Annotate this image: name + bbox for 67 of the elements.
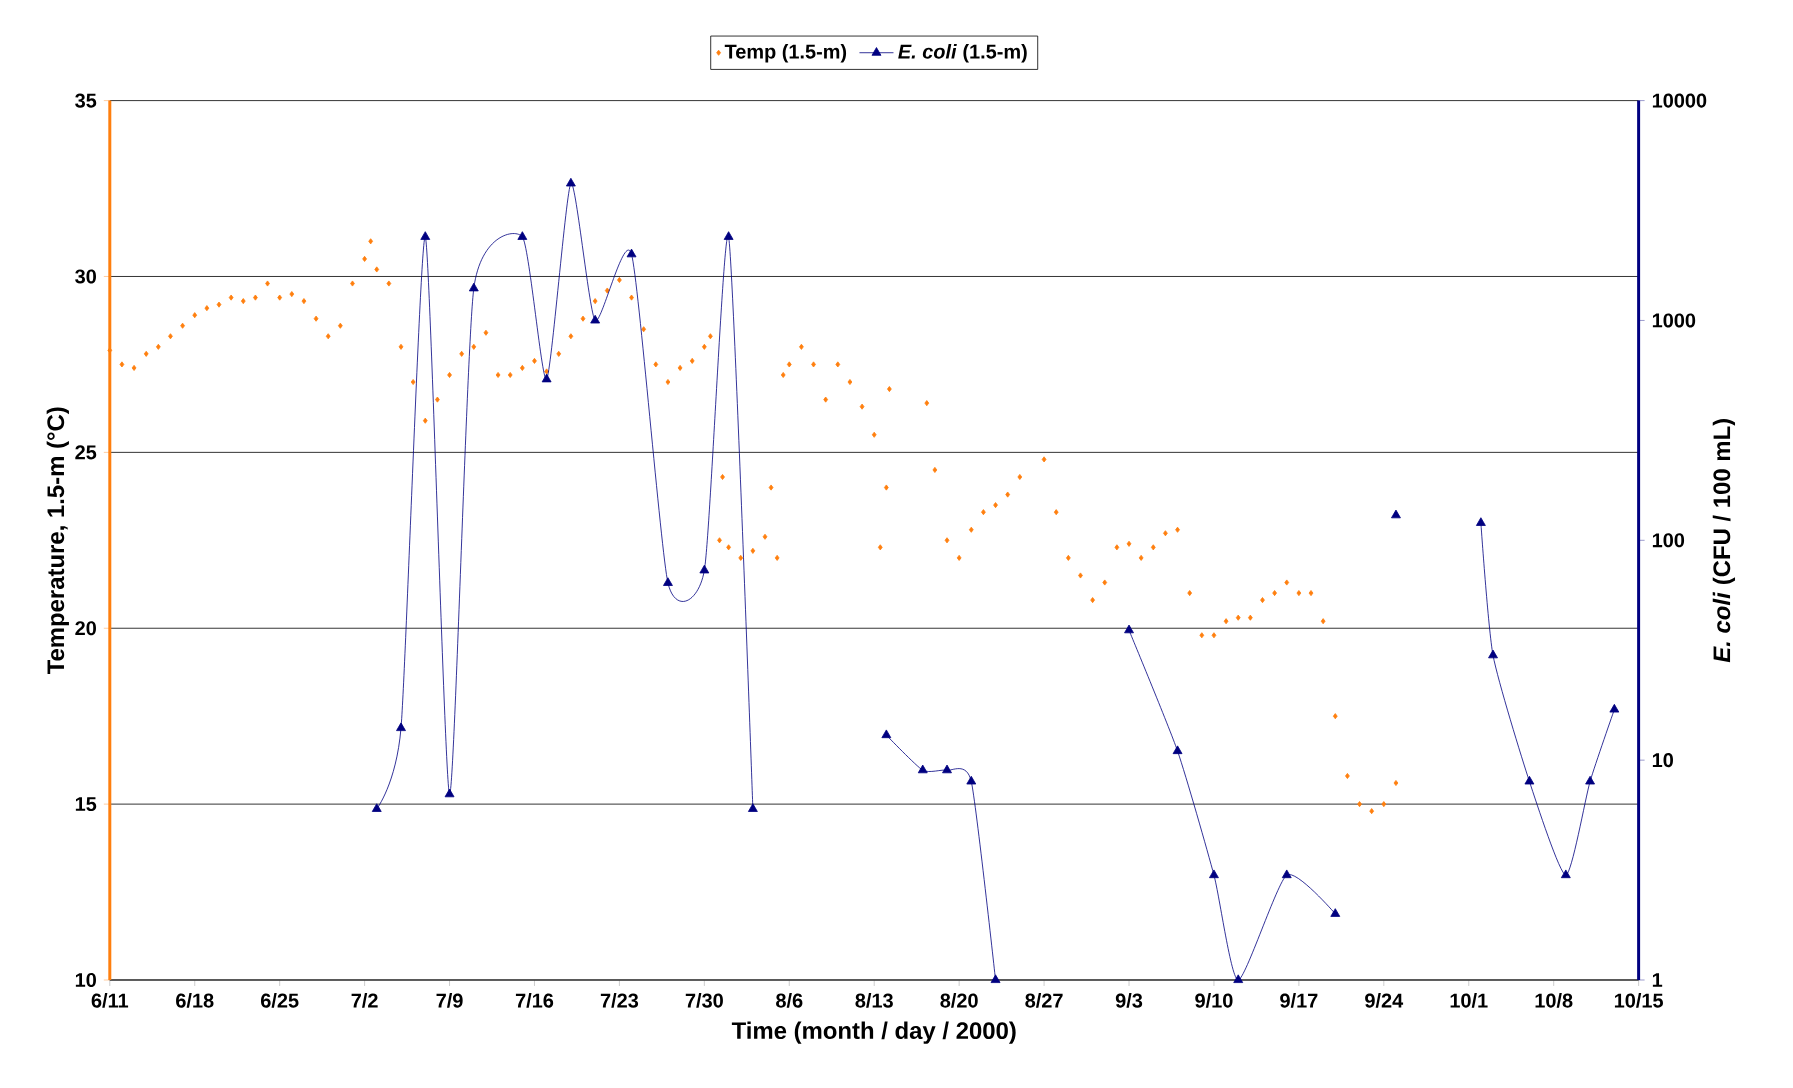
x-tick-label: 8/13 — [855, 993, 893, 1008]
x-tick-label: 10/1 — [1450, 993, 1488, 1008]
x-tick-label: 7/2 — [351, 993, 378, 1008]
point — [1585, 775, 1595, 785]
point — [1233, 974, 1244, 983]
x-tick-label: 10/15 — [1614, 993, 1663, 1008]
point — [966, 775, 977, 785]
point — [942, 764, 952, 774]
y-tick-label: 30 — [75, 269, 96, 284]
x-tick-label: 6/25 — [261, 993, 299, 1008]
y2-tick-label: 10000 — [1652, 93, 1707, 108]
point — [1391, 509, 1401, 519]
x-axis-title: Time (month / day / 2000) — [731, 1021, 1016, 1044]
x-tick-label: 6/18 — [176, 993, 214, 1008]
y-axis-title: Temperature, 1.5-m (°C) — [46, 407, 69, 675]
point — [723, 231, 734, 240]
y2-tick-label: 1 — [1652, 973, 1663, 987]
point — [1488, 649, 1498, 659]
legend-label: E. coli (1.5-m) — [898, 44, 1027, 63]
point — [565, 177, 576, 187]
y2-tick-label: 100 — [1652, 533, 1685, 548]
x-tick-label: 8/6 — [776, 993, 803, 1008]
point — [990, 974, 1001, 983]
point — [1209, 869, 1219, 879]
point — [541, 373, 552, 383]
point — [1281, 869, 1292, 879]
point — [663, 577, 673, 586]
x-tick-label: 10/8 — [1535, 993, 1573, 1008]
x-tick-label: 7/23 — [600, 993, 639, 1008]
point — [1560, 869, 1571, 879]
point — [444, 788, 455, 798]
point — [747, 803, 758, 812]
y-tick-label: 25 — [75, 445, 97, 460]
x-tick-label: 9/3 — [1115, 993, 1143, 1008]
x-tick-label: 9/17 — [1280, 993, 1318, 1008]
x-tick-label: 8/27 — [1025, 993, 1063, 1008]
y-tick-label: 10 — [75, 972, 96, 988]
y2-axis-title: E. coli (CFU / 100 mL) — [1712, 419, 1736, 663]
legend-label: Temp (1.5-m) — [724, 44, 847, 63]
x-tick-label: 8/20 — [940, 993, 978, 1008]
point — [420, 231, 431, 240]
y2-tick-label: 10 — [1652, 753, 1673, 768]
point — [881, 729, 892, 739]
point — [1524, 775, 1535, 785]
x-tick-label: 9/10 — [1195, 993, 1233, 1008]
point — [626, 248, 637, 258]
point — [1124, 624, 1134, 634]
y-tick-label: 15 — [75, 797, 97, 812]
x-tick-label: 9/24 — [1365, 993, 1404, 1008]
y-tick-label: 35 — [75, 93, 97, 108]
x-tick-label: 7/16 — [515, 993, 554, 1008]
point — [517, 231, 528, 240]
point — [590, 314, 601, 324]
y-tick-label: 20 — [75, 621, 96, 636]
point — [1476, 517, 1486, 526]
y2-tick-label: 1000 — [1652, 313, 1696, 328]
x-tick-label: 6/11 — [91, 993, 129, 1008]
x-tick-label: 7/9 — [436, 993, 463, 1008]
point — [396, 722, 406, 732]
point — [1172, 745, 1183, 755]
point — [1609, 703, 1620, 713]
point — [1330, 908, 1341, 917]
x-tick-label: 7/30 — [685, 993, 723, 1008]
point — [468, 282, 479, 292]
point — [917, 764, 928, 774]
point — [699, 564, 710, 574]
point — [371, 803, 382, 812]
